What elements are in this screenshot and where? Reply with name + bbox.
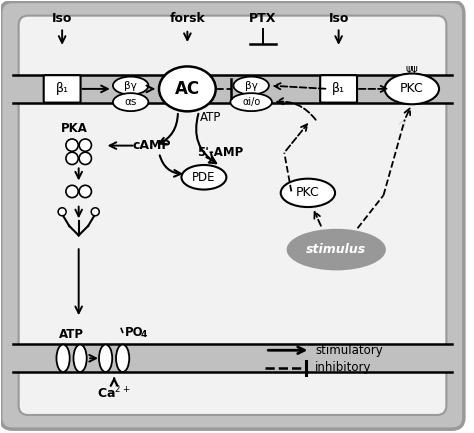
Text: ψψ: ψψ bbox=[405, 64, 418, 74]
Text: Iso: Iso bbox=[328, 12, 349, 25]
FancyBboxPatch shape bbox=[320, 75, 357, 103]
Ellipse shape bbox=[287, 229, 386, 270]
FancyBboxPatch shape bbox=[18, 16, 447, 415]
Text: PTX: PTX bbox=[249, 12, 277, 25]
Circle shape bbox=[66, 152, 78, 165]
Circle shape bbox=[91, 208, 99, 216]
Text: β₁: β₁ bbox=[332, 82, 345, 95]
Text: β₁: β₁ bbox=[55, 82, 69, 95]
Text: αi/o: αi/o bbox=[242, 97, 260, 107]
Text: stimulatory: stimulatory bbox=[315, 344, 383, 357]
Ellipse shape bbox=[99, 345, 112, 372]
Circle shape bbox=[66, 139, 78, 151]
Text: βγ: βγ bbox=[245, 81, 257, 90]
Text: 5'-AMP: 5'-AMP bbox=[197, 146, 244, 159]
Text: inhibitory: inhibitory bbox=[315, 361, 372, 374]
Text: ATP: ATP bbox=[59, 328, 84, 341]
Text: forsk: forsk bbox=[170, 12, 205, 25]
FancyBboxPatch shape bbox=[44, 75, 81, 103]
Text: PKC: PKC bbox=[296, 186, 320, 199]
Text: cAMP: cAMP bbox=[133, 139, 171, 152]
Circle shape bbox=[58, 208, 66, 216]
Ellipse shape bbox=[230, 93, 272, 111]
Ellipse shape bbox=[113, 93, 148, 111]
Ellipse shape bbox=[182, 165, 227, 190]
Ellipse shape bbox=[73, 345, 87, 372]
Text: αs: αs bbox=[125, 97, 137, 107]
Ellipse shape bbox=[116, 345, 129, 372]
Text: Iso: Iso bbox=[52, 12, 73, 25]
Text: Ca$^{2+}$: Ca$^{2+}$ bbox=[98, 385, 131, 401]
Ellipse shape bbox=[234, 77, 269, 94]
Bar bbox=[12, 344, 452, 372]
FancyBboxPatch shape bbox=[0, 1, 464, 429]
Text: ATP: ATP bbox=[201, 111, 222, 124]
Text: PDE: PDE bbox=[192, 171, 216, 184]
Text: stimulus: stimulus bbox=[306, 243, 366, 256]
Ellipse shape bbox=[113, 77, 148, 94]
Bar bbox=[12, 75, 452, 103]
Text: PKA: PKA bbox=[61, 122, 87, 135]
Ellipse shape bbox=[56, 345, 70, 372]
Circle shape bbox=[79, 152, 91, 165]
Circle shape bbox=[79, 139, 91, 151]
Ellipse shape bbox=[281, 179, 335, 207]
Text: PKC: PKC bbox=[400, 82, 424, 95]
Text: 4: 4 bbox=[140, 330, 146, 339]
Circle shape bbox=[79, 185, 91, 197]
Text: PO: PO bbox=[125, 326, 143, 339]
Circle shape bbox=[66, 185, 78, 197]
Ellipse shape bbox=[159, 66, 216, 111]
Text: AC: AC bbox=[175, 80, 200, 98]
Ellipse shape bbox=[385, 74, 439, 104]
Text: βγ: βγ bbox=[124, 81, 137, 90]
